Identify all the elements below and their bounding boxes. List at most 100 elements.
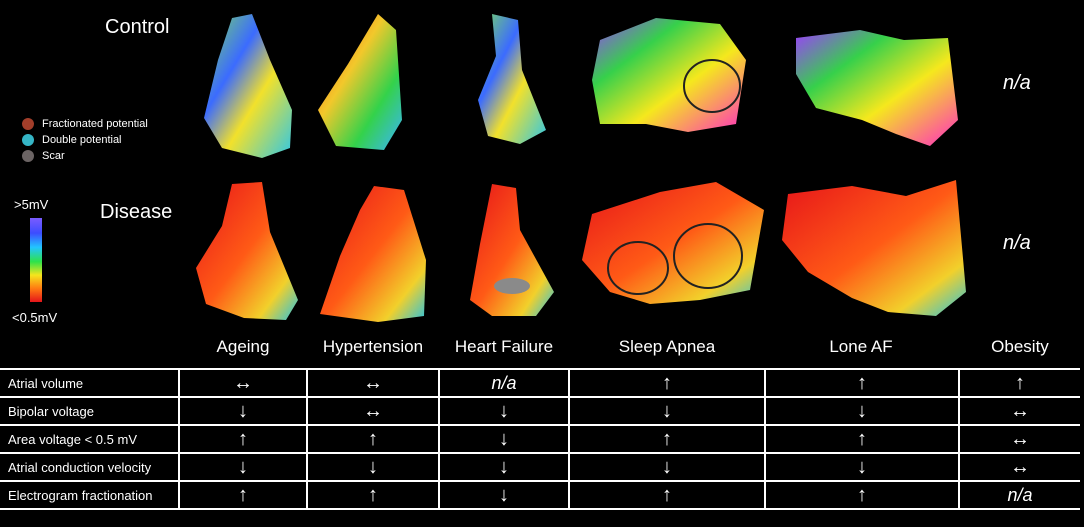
double-potential-dot-icon (22, 134, 34, 146)
voltage-maps (196, 14, 966, 322)
trend-arrow-icon: ↓ (499, 483, 509, 506)
table-cell: ↑ (306, 424, 440, 454)
trend-arrow-icon: ↑ (368, 483, 378, 506)
scale-high-label: >5mV (14, 197, 49, 212)
sleep-apnea-disease-map (582, 182, 764, 304)
legend-label: Double potential (42, 134, 122, 146)
trend-arrow-icon: ↓ (238, 455, 248, 478)
scar-dot-icon (22, 150, 34, 162)
sleep-apnea-disease-valve-2 (607, 241, 669, 295)
table-cell: ↓ (306, 452, 440, 482)
na-value: n/a (1007, 484, 1033, 505)
table-row: Area voltage < 0.5 mV ↑ ↑ ↓ ↑ ↑ ↔ (0, 424, 1080, 454)
table-cell: ↑ (764, 368, 960, 398)
ageing-disease-map (196, 182, 298, 320)
trend-arrow-icon: ↓ (662, 399, 672, 422)
trend-arrow-icon: ↓ (368, 455, 378, 478)
table-cell: ↑ (764, 480, 960, 510)
findings-table: Atrial volume ↔ ↔ n/a ↑ ↑ ↑ Bipolar voltage ↓ ↔ ↓ ↓… (0, 368, 1080, 510)
row-label: Electrogram fractionation (0, 480, 180, 510)
column-header-sleep-apnea: Sleep Apnea (618, 337, 716, 356)
table-row: Electrogram fractionation ↑ ↑ ↓ ↑ ↑ n/a (0, 480, 1080, 510)
table-cell: ↓ (568, 396, 766, 426)
table-cell: ↓ (438, 480, 570, 510)
trend-arrow-icon: ↓ (857, 455, 867, 478)
legend-item: Fractionated potential (22, 116, 148, 132)
trend-arrow-icon: ↔ (1010, 455, 1030, 478)
table-cell: ↑ (764, 424, 960, 454)
column-header-obesity: Obesity (991, 337, 1049, 356)
trend-arrow-icon: ↑ (857, 427, 867, 450)
table-cell: ↓ (178, 396, 308, 426)
trend-arrow-icon: ↑ (238, 483, 248, 506)
table-cell: n/a (958, 480, 1080, 510)
column-header-lone-af: Lone AF (829, 337, 893, 356)
trend-arrow-icon: ↑ (662, 371, 672, 394)
trend-arrow-icon: ↑ (1015, 371, 1025, 394)
table-cell: ↔ (958, 452, 1080, 482)
table-cell: ↑ (568, 480, 766, 510)
table-cell: ↓ (568, 452, 766, 482)
trend-arrow-icon: ↑ (662, 483, 672, 506)
control-row-label: Control (105, 16, 170, 38)
trend-arrow-icon: ↔ (1010, 399, 1030, 422)
legend-label: Fractionated potential (42, 118, 148, 130)
trend-arrow-icon: ↑ (238, 427, 248, 450)
row-label: Bipolar voltage (0, 396, 180, 426)
sleep-apnea-disease-valve (673, 223, 743, 289)
legend-label: Scar (42, 150, 65, 162)
table-cell: ↑ (178, 424, 308, 454)
fractionated-potential-dot-icon (22, 118, 34, 130)
heart-failure-control-map (478, 14, 546, 144)
legend-item: Double potential (22, 132, 148, 148)
table-cell: n/a (438, 368, 570, 398)
legend: Fractionated potential Double potential … (22, 116, 148, 164)
trend-arrow-icon: ↔ (363, 399, 383, 422)
hypertension-disease-map (320, 186, 426, 322)
row-label: Atrial volume (0, 368, 180, 398)
ageing-control-map (204, 14, 292, 158)
scale-low-label: <0.5mV (12, 310, 58, 325)
row-label: Atrial conduction velocity (0, 452, 180, 482)
column-header-hypertension: Hypertension (322, 337, 424, 356)
table-cell: ↔ (306, 368, 440, 398)
sleep-apnea-control-valve (683, 59, 741, 113)
table-cell: ↓ (438, 396, 570, 426)
table-cell: ↓ (438, 424, 570, 454)
lone-af-control-map (796, 30, 958, 146)
row-label: Area voltage < 0.5 mV (0, 424, 180, 454)
trend-arrow-icon: ↑ (857, 483, 867, 506)
table-row: Bipolar voltage ↓ ↔ ↓ ↓ ↓ ↔ (0, 396, 1080, 426)
trend-arrow-icon: ↓ (499, 455, 509, 478)
heart-failure-disease-map (470, 184, 554, 316)
table-cell: ↔ (958, 396, 1080, 426)
table-cell: ↑ (568, 368, 766, 398)
trend-arrow-icon: ↔ (1010, 427, 1030, 450)
disease-row-label: Disease (100, 201, 173, 223)
table-row: Atrial conduction velocity ↓ ↓ ↓ ↓ ↓ ↔ (0, 452, 1080, 482)
table-cell: ↑ (568, 424, 766, 454)
trend-arrow-icon: ↓ (857, 399, 867, 422)
table-cell: ↔ (958, 424, 1080, 454)
trend-arrow-icon: ↓ (499, 427, 509, 450)
trend-arrow-icon: ↑ (857, 371, 867, 394)
lone-af-disease-map (782, 180, 966, 316)
trend-arrow-icon: ↑ (368, 427, 378, 450)
scar-region (494, 278, 530, 294)
trend-arrow-icon: ↓ (662, 455, 672, 478)
table-cell: ↓ (764, 396, 960, 426)
obesity-disease-na: n/a (1003, 232, 1031, 254)
obesity-control-na: n/a (1003, 72, 1031, 94)
trend-arrow-icon: ↓ (499, 399, 509, 422)
na-value: n/a (491, 372, 517, 393)
sleep-apnea-control-map (592, 18, 746, 132)
hypertension-control-map (318, 14, 402, 150)
trend-arrow-icon: ↔ (363, 371, 383, 394)
trend-arrow-icon: ↔ (233, 371, 253, 394)
legend-item: Scar (22, 148, 148, 164)
table-cell: ↑ (178, 480, 308, 510)
table-cell: ↔ (306, 396, 440, 426)
table-cell: ↑ (306, 480, 440, 510)
table-cell: ↓ (438, 452, 570, 482)
column-header-ageing: Ageing (216, 337, 270, 356)
